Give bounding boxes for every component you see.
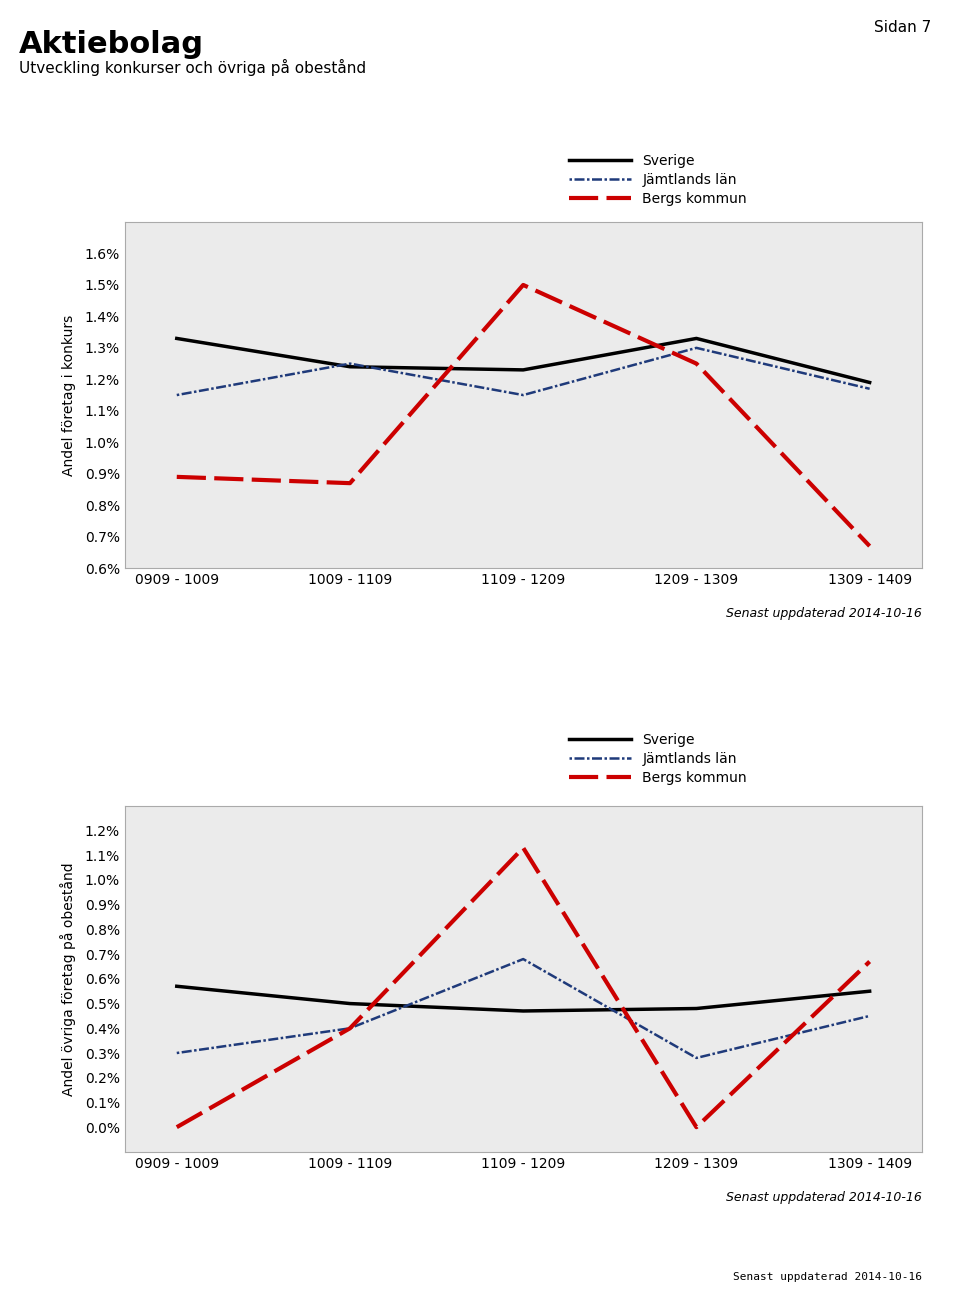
Text: Senast uppdaterad 2014-10-16: Senast uppdaterad 2014-10-16	[726, 607, 922, 620]
Text: Sidan 7: Sidan 7	[874, 20, 931, 34]
Text: Utveckling konkurser och övriga på obestånd: Utveckling konkurser och övriga på obest…	[19, 59, 367, 76]
Y-axis label: Andel företag i konkurs: Andel företag i konkurs	[62, 315, 77, 475]
Legend: Sverige, Jämtlands län, Bergs kommun: Sverige, Jämtlands län, Bergs kommun	[563, 149, 753, 212]
Text: Senast uppdaterad 2014-10-16: Senast uppdaterad 2014-10-16	[726, 1191, 922, 1204]
Legend: Sverige, Jämtlands län, Bergs kommun: Sverige, Jämtlands län, Bergs kommun	[563, 727, 753, 790]
Text: Senast uppdaterad 2014-10-16: Senast uppdaterad 2014-10-16	[732, 1272, 922, 1282]
Text: Aktiebolag: Aktiebolag	[19, 30, 204, 59]
Y-axis label: Andel övriga företag på obestånd: Andel övriga företag på obestånd	[60, 862, 77, 1096]
